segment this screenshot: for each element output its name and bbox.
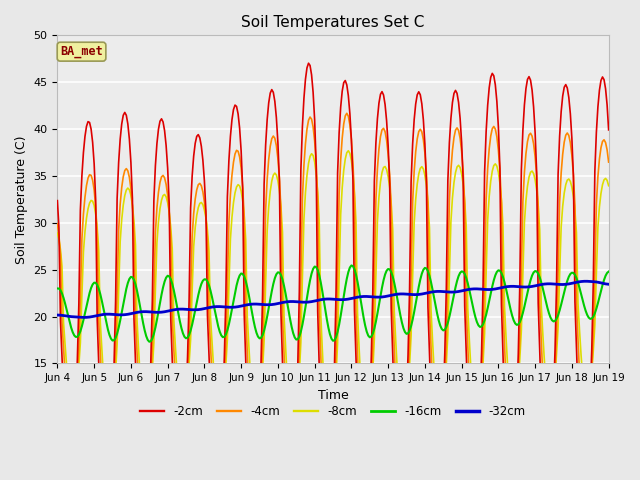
Text: BA_met: BA_met [60,45,103,58]
Legend: -2cm, -4cm, -8cm, -16cm, -32cm: -2cm, -4cm, -8cm, -16cm, -32cm [136,401,531,423]
X-axis label: Time: Time [317,389,348,402]
Title: Soil Temperatures Set C: Soil Temperatures Set C [241,15,425,30]
Y-axis label: Soil Temperature (C): Soil Temperature (C) [15,135,28,264]
